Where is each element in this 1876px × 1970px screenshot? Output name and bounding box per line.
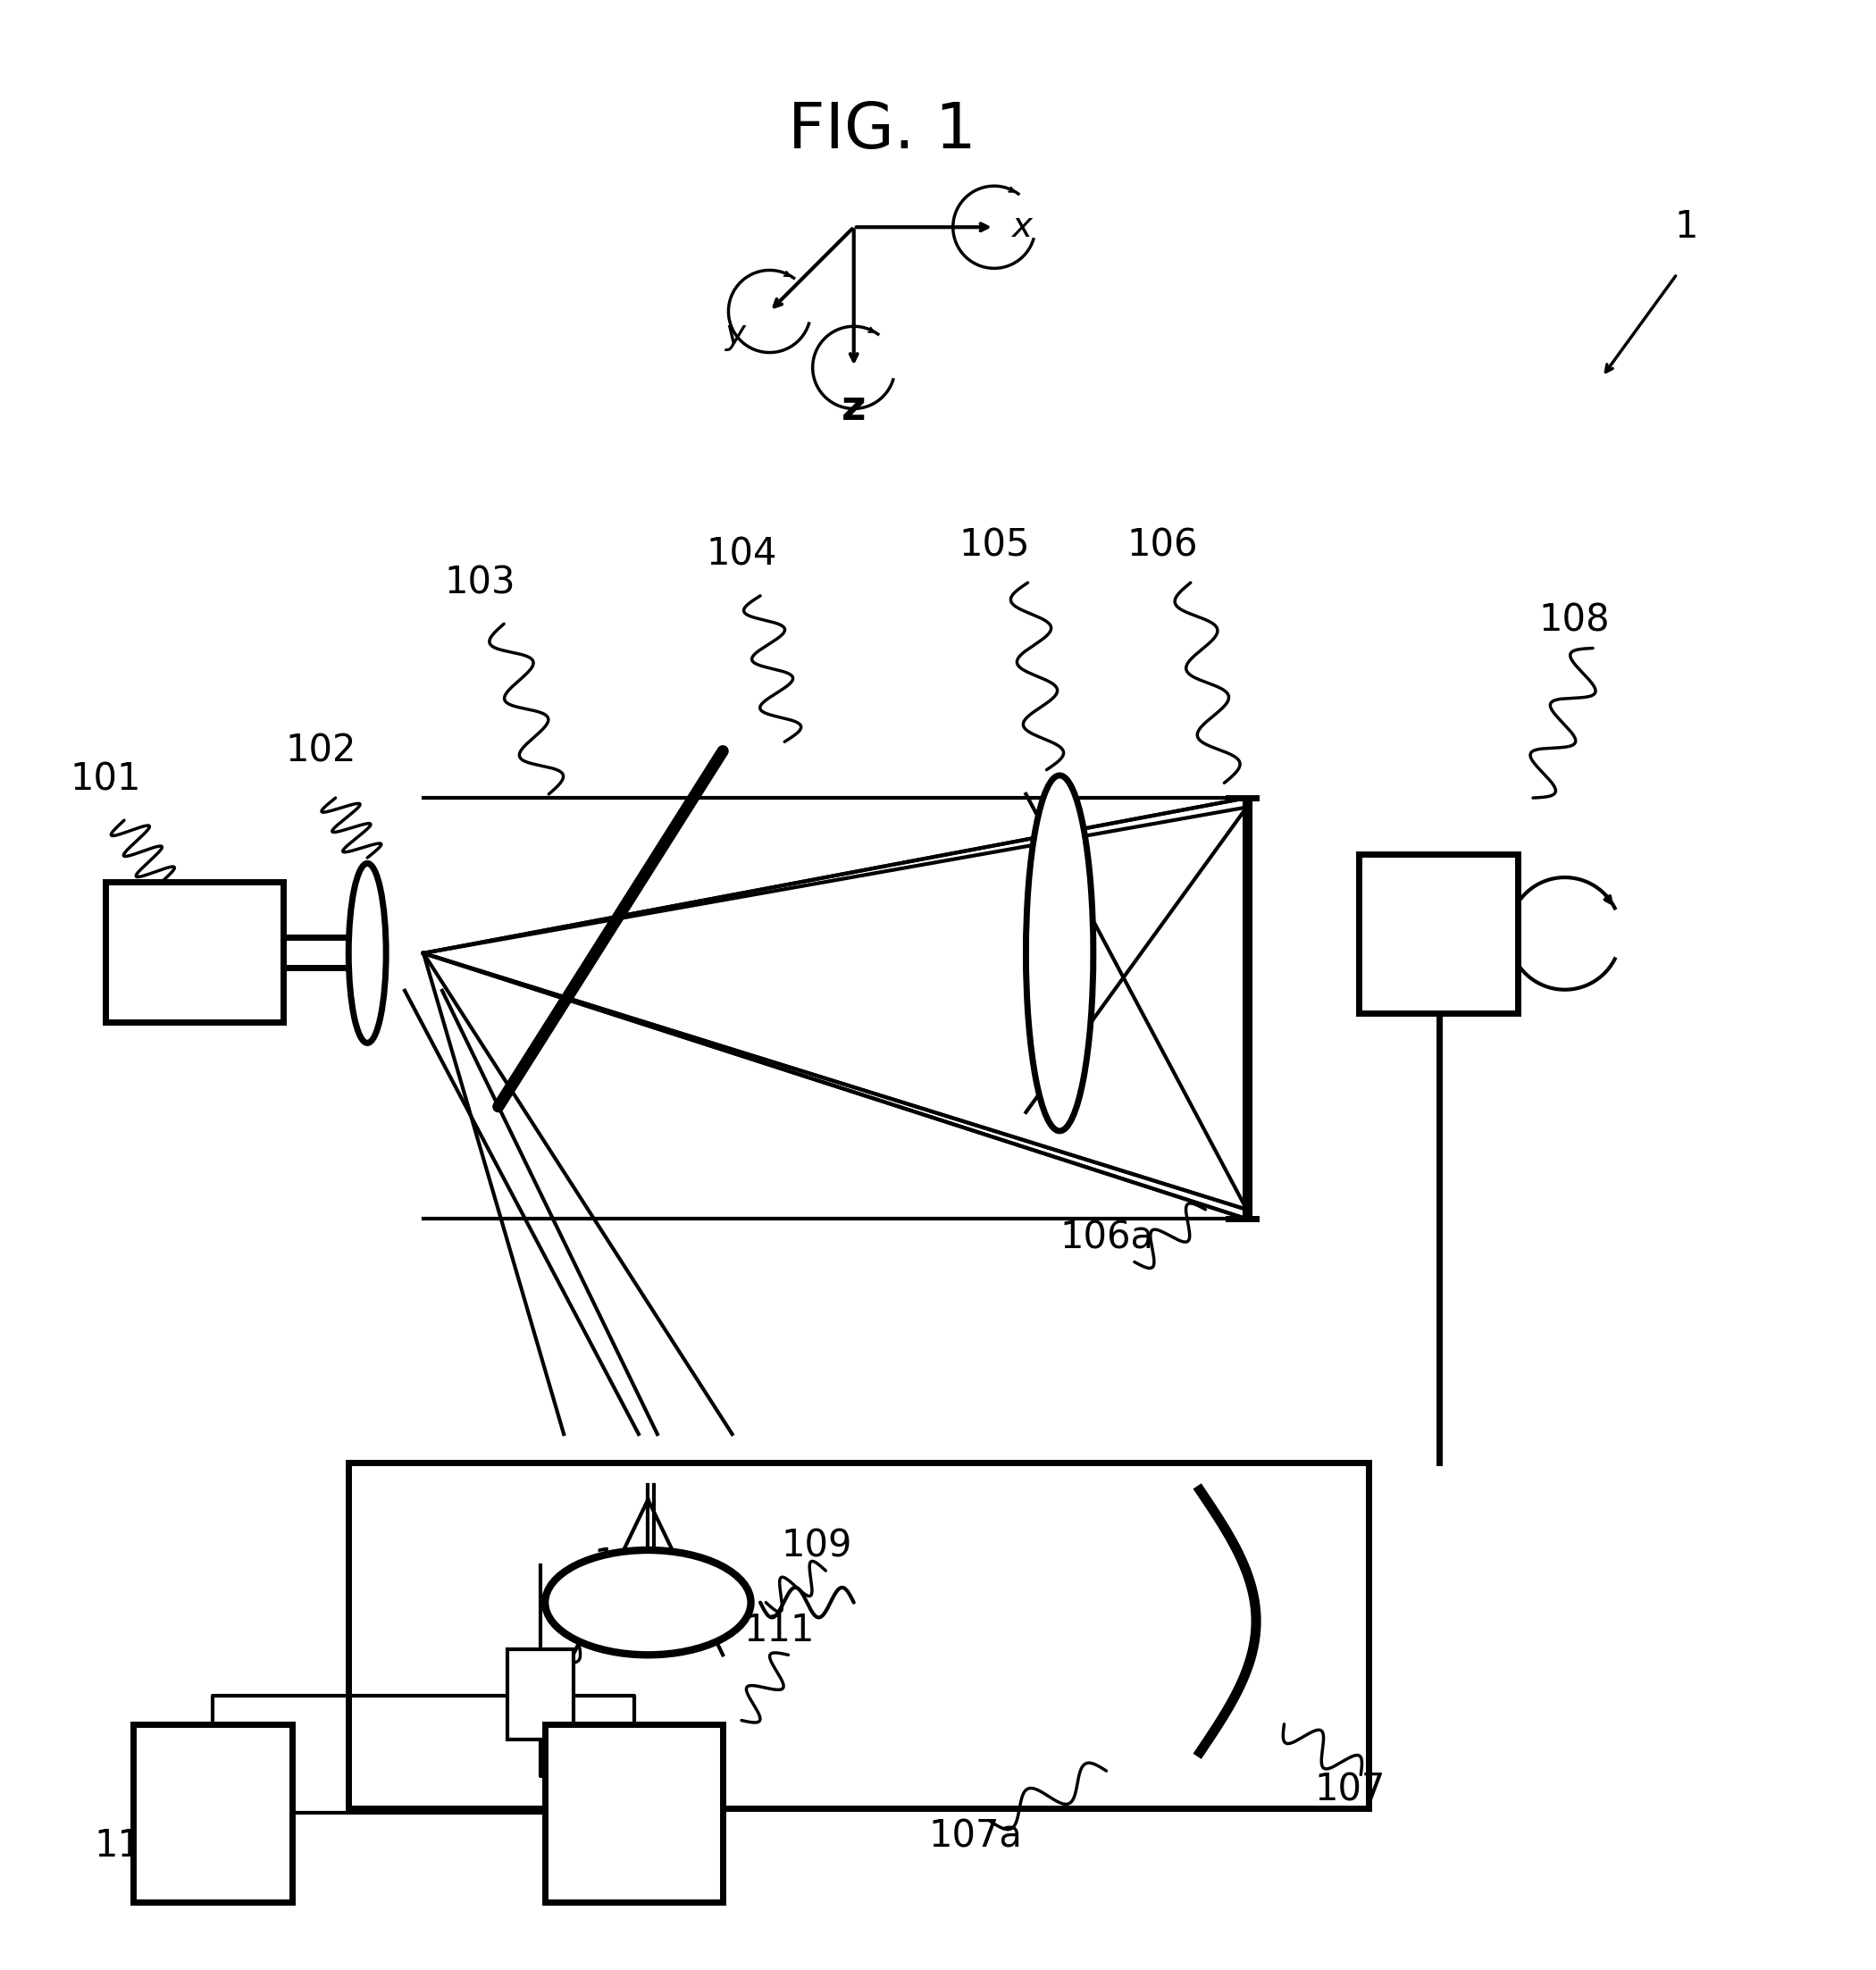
Text: 108: 108 (1538, 601, 1610, 638)
Ellipse shape (546, 1550, 750, 1655)
Text: FIG. 1: FIG. 1 (788, 100, 976, 162)
Text: 103: 103 (445, 563, 516, 601)
FancyBboxPatch shape (546, 1724, 722, 1901)
Text: y: y (726, 317, 747, 351)
Text: 112: 112 (94, 1826, 165, 1864)
FancyBboxPatch shape (133, 1724, 293, 1901)
FancyBboxPatch shape (105, 883, 283, 1022)
Text: 1: 1 (1675, 209, 1698, 246)
Text: 109: 109 (780, 1527, 852, 1564)
FancyBboxPatch shape (1358, 855, 1518, 1013)
Ellipse shape (1026, 776, 1094, 1131)
Text: 104: 104 (705, 536, 777, 573)
Text: 105: 105 (959, 526, 1030, 563)
Ellipse shape (349, 863, 386, 1042)
Text: 102: 102 (285, 733, 356, 770)
Text: 107a: 107a (929, 1818, 1022, 1856)
Text: x: x (1011, 211, 1032, 244)
FancyBboxPatch shape (349, 1462, 1368, 1808)
Text: 111: 111 (743, 1611, 814, 1649)
Text: 101: 101 (69, 760, 141, 798)
Text: 106: 106 (1127, 526, 1199, 563)
Text: z: z (842, 388, 867, 429)
Text: 106a: 106a (1060, 1219, 1154, 1257)
FancyBboxPatch shape (508, 1649, 574, 1740)
Text: 110: 110 (595, 1546, 664, 1584)
Text: 107: 107 (1315, 1771, 1384, 1808)
